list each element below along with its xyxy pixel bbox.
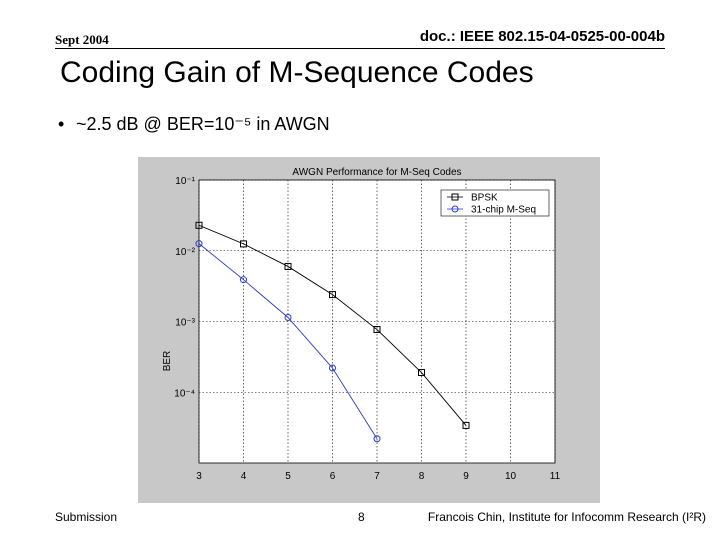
header-date: Sept 2004 (55, 32, 109, 47)
y-tick-label: 10⁻² (175, 247, 195, 258)
slide-title: Coding Gain of M-Sequence Codes (60, 56, 534, 89)
data-point (284, 313, 292, 321)
x-tick-label: 5 (285, 471, 291, 482)
legend-marker (451, 205, 459, 213)
x-tick-label: 10 (505, 471, 517, 482)
header-doc: doc.: IEEE 802.15-04-0525-00-004b (419, 28, 665, 45)
page-number: 8 (358, 510, 365, 524)
x-tick-label: 11 (550, 471, 561, 482)
data-point (195, 240, 203, 248)
x-tick-label: 8 (419, 471, 425, 482)
data-point (329, 291, 336, 299)
footer-right: Francois Chin, Institute for Infocomm Re… (427, 510, 706, 524)
data-point (195, 221, 203, 229)
footer-left: Submission (55, 510, 118, 524)
series-line (199, 224, 467, 426)
y-tick-label: 10⁻⁴ (174, 388, 195, 399)
data-point (240, 240, 247, 248)
legend-label: BPSK (471, 193, 498, 204)
data-point (373, 435, 381, 443)
x-tick-label: 7 (374, 471, 380, 482)
data-point (240, 276, 247, 284)
y-tick-label: 10⁻¹ (175, 176, 195, 187)
data-point (418, 369, 425, 377)
series-line (199, 243, 378, 440)
x-tick-label: 6 (330, 471, 336, 482)
chart-title: AWGN Performance for M-Seq Codes (292, 167, 461, 178)
y-tick-label: 10⁻³ (175, 318, 195, 329)
x-tick-label: 9 (463, 471, 469, 482)
data-point (284, 262, 292, 270)
data-point (329, 364, 336, 372)
bullet-mark: • (58, 114, 65, 134)
bullet-text: ~2.5 dB @ BER=10⁻⁵ in AWGN (76, 114, 330, 134)
data-point (373, 326, 381, 334)
x-tick-label: 4 (241, 471, 247, 482)
legend-label: 31-chip M-Seq (471, 205, 536, 216)
legend-marker (451, 193, 459, 201)
header-rule (55, 48, 665, 49)
x-tick-label: 3 (196, 471, 202, 482)
y-axis-label: BER (162, 351, 173, 372)
legend-box (440, 189, 550, 217)
data-point (462, 421, 470, 429)
